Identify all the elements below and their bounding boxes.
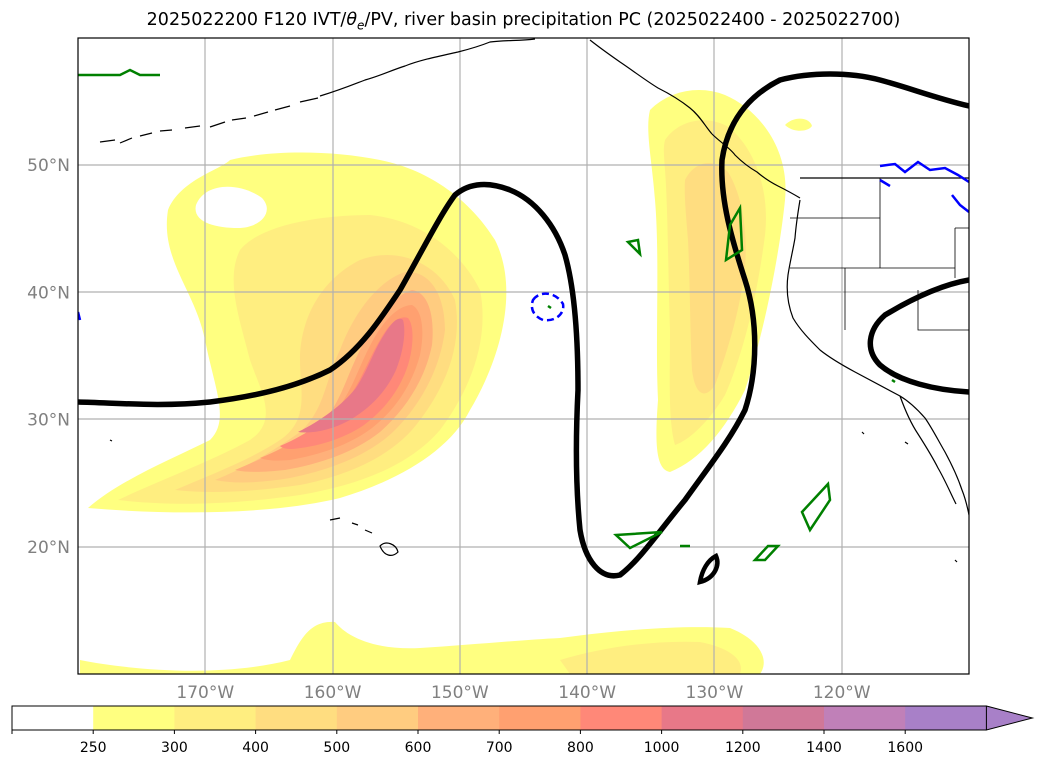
longitude-tick-labels: 170°W 160°W 150°W 140°W 130°W 120°W xyxy=(176,683,870,703)
us-west-coast xyxy=(786,199,969,516)
ivt-level-250-hole xyxy=(195,186,267,228)
colorbar-segment xyxy=(418,706,500,730)
aleutian-islands xyxy=(99,97,319,144)
state-borders xyxy=(790,178,969,331)
alaska-coast xyxy=(319,38,713,135)
pv-small-loop xyxy=(697,552,720,586)
title-prefix: 2025022200 F120 IVT/ xyxy=(146,10,347,30)
lat-tick-label: 20°N xyxy=(27,538,70,558)
colorbar: 250 300 400 500 600 700 800 1000 1200 1400 1600 xyxy=(11,705,1035,756)
colorbar-level-label: 250 xyxy=(80,740,107,756)
colorbar-level-label: 1600 xyxy=(887,740,923,756)
lon-tick-label: 170°W xyxy=(176,683,234,703)
latitude-tick-labels: 50°N 40°N 30°N 20°N xyxy=(27,156,70,558)
colorbar-segment xyxy=(661,706,744,730)
green-contour-south-c xyxy=(752,544,781,562)
colorbar-extend-arrow xyxy=(985,705,1035,731)
colorbar-segment xyxy=(499,706,581,730)
colorbar-segment xyxy=(174,706,257,730)
pv-trough-line xyxy=(78,71,969,579)
green-dot xyxy=(891,378,896,384)
blue-dashed-loop xyxy=(530,292,565,322)
title-theta: θ xyxy=(346,10,358,30)
title-suffix: /PV, river basin precipitation PC (20250… xyxy=(364,10,901,30)
colorbar-segment xyxy=(93,706,175,730)
pv-cutoff-east xyxy=(867,277,969,395)
colorbar-level-label: 1200 xyxy=(725,740,761,756)
coastlines xyxy=(99,38,969,563)
green-dot-2 xyxy=(547,304,552,310)
colorbar-segment xyxy=(742,706,825,730)
blue-contours xyxy=(78,160,969,322)
green-contour-coastal xyxy=(724,203,744,263)
lat-tick-label: 40°N xyxy=(27,283,70,303)
lon-tick-label: 150°W xyxy=(431,683,489,703)
small-islands xyxy=(109,431,958,563)
green-contour-northwest xyxy=(78,68,160,77)
ivt-plume-south xyxy=(80,621,764,674)
colorbar-level-label: 500 xyxy=(323,740,350,756)
pv-contours xyxy=(78,71,969,586)
chart-title: 2025022200 F120 IVT/θe/PV, river basin p… xyxy=(0,10,1047,33)
bc-coast xyxy=(711,133,801,199)
colorbar-level-label: 700 xyxy=(486,740,513,756)
colorbar-level-label: 1000 xyxy=(644,740,680,756)
colorbar-segment xyxy=(336,706,419,730)
blue-contour-northeast xyxy=(879,160,969,213)
colorbar-segment xyxy=(12,706,94,730)
hawaii-islands xyxy=(329,517,399,556)
colorbar-level-label: 800 xyxy=(567,740,594,756)
green-contour-south-a xyxy=(613,530,663,550)
lon-tick-label: 140°W xyxy=(558,683,616,703)
map-frame xyxy=(77,37,970,675)
colorbar-level-label: 400 xyxy=(242,740,269,756)
lon-tick-label: 120°W xyxy=(813,683,871,703)
green-contour-mid xyxy=(625,238,642,258)
ivt-coastal-fringe xyxy=(785,118,812,131)
lon-tick-label: 160°W xyxy=(304,683,362,703)
colorbar-segment xyxy=(255,706,338,730)
colorbar-segment xyxy=(824,706,906,730)
colorbar-level-label: 1400 xyxy=(806,740,842,756)
ivt-level-1000 xyxy=(298,318,405,433)
baja-coast xyxy=(899,395,957,505)
lat-tick-label: 50°N xyxy=(27,156,70,176)
colorbar-level-label: 300 xyxy=(161,740,188,756)
colorbar-level-label: 600 xyxy=(405,740,432,756)
ivt-south-300 xyxy=(560,641,741,674)
title-theta-sub: e xyxy=(357,18,365,33)
map-area xyxy=(78,38,969,674)
colorbar-segment xyxy=(905,706,987,730)
green-contours xyxy=(78,68,896,562)
lon-tick-label: 130°W xyxy=(686,683,744,703)
graticule xyxy=(78,38,969,674)
colorbar-segment xyxy=(580,706,663,730)
green-contour-south-d xyxy=(800,481,832,533)
lat-tick-label: 30°N xyxy=(27,411,70,431)
